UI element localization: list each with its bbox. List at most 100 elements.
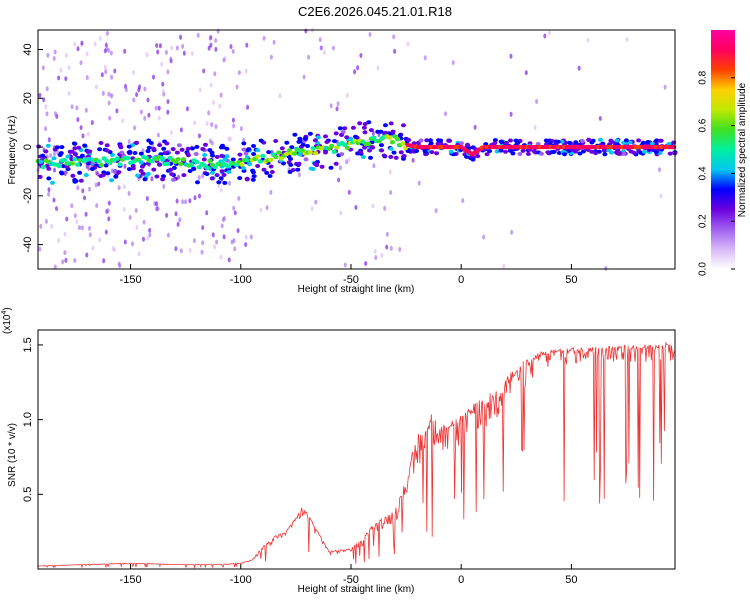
band-point bbox=[525, 151, 531, 156]
band-point bbox=[210, 153, 215, 158]
noise-point bbox=[244, 68, 248, 74]
noise-point bbox=[278, 93, 282, 99]
band-point bbox=[105, 171, 111, 176]
band-point bbox=[606, 148, 612, 153]
noise-point bbox=[108, 115, 112, 121]
noise-point bbox=[213, 244, 217, 250]
noise-point bbox=[543, 33, 547, 39]
band-point bbox=[203, 142, 208, 147]
band-point bbox=[602, 152, 608, 157]
band-point bbox=[151, 167, 157, 172]
band-point bbox=[170, 147, 176, 152]
noise-point bbox=[154, 105, 158, 111]
band-point bbox=[297, 152, 303, 157]
noise-point bbox=[98, 36, 102, 41]
noise-point bbox=[231, 117, 235, 123]
ridge-point bbox=[254, 154, 261, 159]
y-tick-label: 20 bbox=[22, 92, 34, 104]
band-point bbox=[631, 150, 637, 155]
noise-point bbox=[52, 56, 56, 61]
band-point bbox=[240, 166, 246, 171]
band-point bbox=[470, 157, 476, 162]
ridge-point bbox=[400, 141, 406, 146]
ridge-point bbox=[72, 157, 78, 162]
band-point bbox=[446, 138, 452, 143]
noise-point bbox=[205, 210, 209, 216]
band-point bbox=[168, 167, 174, 172]
noise-point bbox=[272, 39, 276, 45]
band-point bbox=[508, 138, 513, 143]
noise-point bbox=[148, 227, 152, 233]
band-point bbox=[520, 148, 526, 153]
noise-point bbox=[132, 97, 136, 103]
noise-point bbox=[103, 48, 107, 54]
figure-title: C2E6.2026.045.21.01.R18 bbox=[298, 4, 452, 19]
band-point bbox=[388, 146, 394, 151]
noise-point bbox=[64, 52, 68, 58]
noise-point bbox=[473, 124, 477, 130]
noise-point bbox=[85, 51, 89, 57]
band-point bbox=[97, 147, 103, 152]
band-point bbox=[510, 151, 516, 156]
noise-point bbox=[157, 115, 161, 121]
snr-panel: -150 -100 -50 0 50 0.5 1.0 1.5 Height of strai… bbox=[1, 307, 676, 595]
noise-point bbox=[166, 99, 170, 105]
noise-point bbox=[57, 75, 61, 81]
band-point bbox=[517, 152, 523, 156]
noise-point bbox=[510, 229, 514, 235]
x-tick-label: 0 bbox=[458, 274, 464, 286]
noise-point bbox=[217, 183, 221, 188]
noise-point bbox=[73, 41, 77, 47]
noise-point bbox=[132, 70, 136, 75]
colorbar-label: Normalized spectral amplitude bbox=[737, 82, 748, 217]
noise-point bbox=[237, 70, 241, 76]
noise-point bbox=[135, 225, 139, 230]
noise-point bbox=[179, 127, 183, 133]
noise-point bbox=[249, 234, 253, 240]
band-point bbox=[135, 173, 141, 178]
band-point bbox=[64, 164, 70, 169]
band-point bbox=[424, 138, 430, 143]
ridge-point bbox=[244, 158, 250, 163]
noise-point bbox=[67, 91, 71, 96]
noise-point bbox=[482, 234, 486, 240]
band-point bbox=[241, 141, 247, 146]
band-point bbox=[406, 137, 412, 142]
noise-point bbox=[193, 120, 197, 126]
band-point bbox=[69, 149, 75, 154]
noise-point bbox=[229, 44, 233, 50]
band-point bbox=[134, 140, 140, 145]
band-point bbox=[201, 157, 207, 162]
noise-point bbox=[175, 198, 179, 204]
noise-point bbox=[80, 225, 84, 231]
band-point bbox=[57, 153, 63, 157]
colorbar-tick-label: 0.6 bbox=[698, 118, 709, 132]
spectrogram-panel: -150 -100 -50 0 50 -40 -20 0 20 40 Height of str… bbox=[7, 27, 678, 295]
band-point bbox=[368, 155, 373, 160]
noise-point bbox=[388, 169, 392, 175]
colorbar-tick-label: 0.8 bbox=[698, 70, 709, 84]
y-tick-label: -20 bbox=[22, 188, 34, 204]
band-point bbox=[185, 146, 191, 151]
ridge-point bbox=[292, 151, 298, 156]
ridge-point bbox=[98, 163, 105, 168]
noise-point bbox=[117, 185, 121, 191]
noise-point bbox=[67, 65, 71, 71]
ridge-point bbox=[194, 159, 200, 165]
noise-point bbox=[166, 69, 170, 75]
ridge-point bbox=[670, 144, 676, 150]
ridge-point bbox=[117, 162, 123, 167]
noise-point bbox=[127, 191, 131, 196]
noise-point bbox=[211, 232, 215, 238]
noise-point bbox=[85, 75, 89, 81]
noise-point bbox=[373, 249, 377, 254]
noise-point bbox=[228, 180, 231, 186]
band-point bbox=[71, 141, 77, 146]
noise-point bbox=[147, 112, 151, 118]
ridge-point bbox=[310, 146, 316, 151]
band-point bbox=[601, 148, 607, 153]
noise-point bbox=[102, 258, 106, 264]
band-point bbox=[222, 180, 228, 185]
noise-point bbox=[233, 246, 237, 252]
spectrogram-y-label: Frequency (Hz) bbox=[7, 116, 18, 185]
